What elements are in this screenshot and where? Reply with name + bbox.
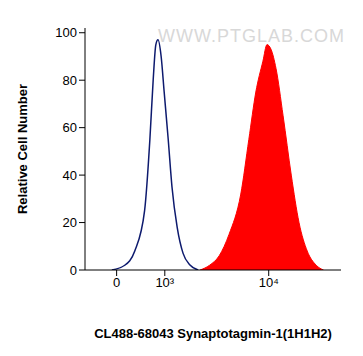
svg-text:80: 80 [63,73,77,88]
html-text:WWW.PTGLAB.COM: WWW.PTGLAB.COM [158,26,345,46]
svg-text:Relative Cell Number: Relative Cell Number [15,84,30,214]
svg-text:60: 60 [63,120,77,135]
svg-text:0: 0 [113,275,120,290]
svg-text:40: 40 [63,168,77,183]
svg-text:100: 100 [55,25,77,40]
svg-text:0: 0 [70,263,77,278]
svg-text:10⁴: 10⁴ [259,275,279,290]
svg-text:10³: 10³ [155,275,174,290]
svg-text:CL488-68043 Synaptotagmin-1(1H: CL488-68043 Synaptotagmin-1(1H1H2) [94,326,332,341]
svg-text:20: 20 [63,215,77,230]
